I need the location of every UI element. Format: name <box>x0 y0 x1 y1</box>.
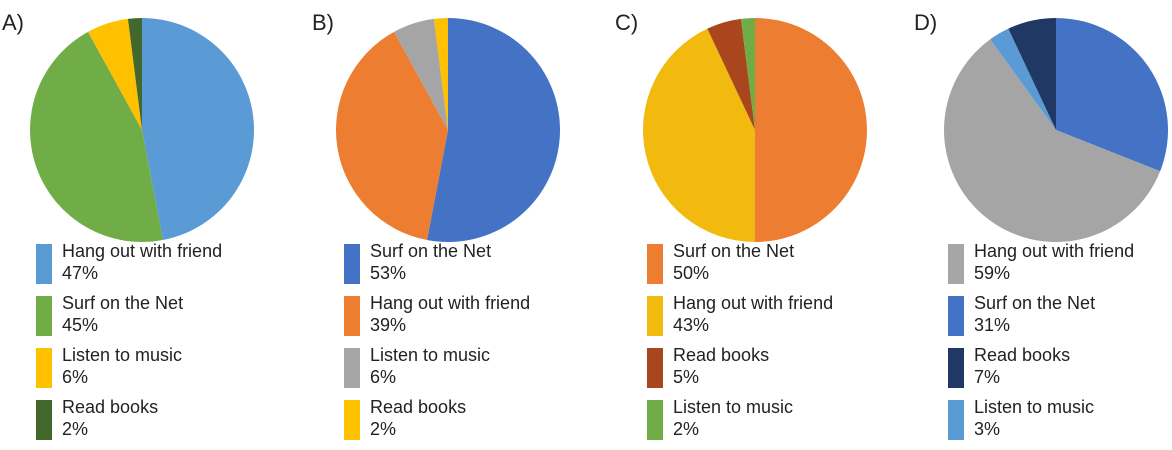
legend-label: Read books <box>974 345 1071 365</box>
legend-item-hang-out-with-friend: Hang out with friend 59% <box>948 240 1134 292</box>
legend-swatch <box>344 244 360 284</box>
pie-chart <box>943 18 1168 243</box>
panel-label: C) <box>615 10 639 35</box>
pie-slice-surf-on-the-net <box>427 18 560 243</box>
legend-swatch <box>948 296 964 336</box>
legend-item-read-books: Read books 2% <box>344 396 530 448</box>
pie-slice-listen-to-music <box>990 28 1056 130</box>
legend-percent: 50% <box>673 263 710 283</box>
legend-swatch <box>344 400 360 440</box>
legend-percent: 7% <box>974 367 1001 387</box>
chart-legend: Hang out with friend 59% Surf on the Net 31… <box>948 240 1134 448</box>
legend-item-read-books: Read books 2% <box>36 396 222 448</box>
legend-swatch <box>36 400 52 440</box>
legend-label: Hang out with friend <box>62 241 223 261</box>
pie-slice-hang-out-with-friend <box>943 39 1161 243</box>
pie-slice-hang-out-with-friend <box>335 31 448 241</box>
legend-percent: 2% <box>370 419 397 439</box>
pie-chart <box>335 18 560 243</box>
legend-percent: 2% <box>62 419 89 439</box>
legend-label: Surf on the Net <box>370 241 492 261</box>
legend-percent: 53% <box>370 263 407 283</box>
legend-swatch <box>36 296 52 336</box>
legend-percent: 3% <box>974 419 1001 439</box>
panel-label: A) <box>2 10 24 35</box>
pie-slice-hang-out-with-friend <box>142 18 255 241</box>
pie-panel-c: C) Surf on the Net 50% Hang out with frien… <box>615 0 875 450</box>
legend-label: Listen to music <box>370 345 491 365</box>
pie-slice-listen-to-music <box>740 18 755 130</box>
chart-legend: Hang out with friend 47% Surf on the Net 45… <box>36 240 222 448</box>
legend-label: Read books <box>673 345 770 365</box>
legend-label: Read books <box>62 397 159 417</box>
legend-percent: 5% <box>673 367 700 387</box>
legend-swatch <box>36 348 52 388</box>
pie-slice-surf-on-the-net <box>29 31 163 243</box>
pie-slice-hang-out-with-friend <box>642 28 755 243</box>
legend-percent: 39% <box>370 315 407 335</box>
legend-label: Hang out with friend <box>673 293 834 313</box>
panel-label: B) <box>312 10 334 35</box>
legend-swatch <box>948 244 964 284</box>
legend-swatch <box>647 296 663 336</box>
pie-slice-read-books <box>127 18 142 130</box>
legend-item-surf-on-the-net: Surf on the Net 50% <box>647 240 833 292</box>
legend-item-read-books: Read books 7% <box>948 344 1134 396</box>
legend-swatch <box>647 400 663 440</box>
legend-item-listen-to-music: Listen to music 6% <box>36 344 222 396</box>
legend-swatch <box>344 296 360 336</box>
legend-label: Listen to music <box>974 397 1095 417</box>
legend-swatch <box>344 348 360 388</box>
pie-slice-read-books <box>433 18 448 130</box>
legend-item-listen-to-music: Listen to music 3% <box>948 396 1134 448</box>
legend-percent: 6% <box>62 367 89 387</box>
pie-slice-read-books <box>1008 18 1056 130</box>
chart-legend: Surf on the Net 53% Hang out with friend 39… <box>344 240 530 448</box>
legend-label: Listen to music <box>673 397 794 417</box>
pie-panel-a: A) Hang out with friend 47% Surf on the Ne… <box>2 0 262 450</box>
legend-label: Surf on the Net <box>62 293 184 313</box>
legend-label: Read books <box>370 397 467 417</box>
legend-percent: 43% <box>673 315 710 335</box>
legend-swatch <box>948 400 964 440</box>
legend-item-surf-on-the-net: Surf on the Net 31% <box>948 292 1134 344</box>
legend-item-surf-on-the-net: Surf on the Net 53% <box>344 240 530 292</box>
legend-percent: 59% <box>974 263 1011 283</box>
legend-percent: 45% <box>62 315 99 335</box>
legend-item-hang-out-with-friend: Hang out with friend 47% <box>36 240 222 292</box>
legend-percent: 31% <box>974 315 1011 335</box>
legend-swatch <box>948 348 964 388</box>
legend-label: Surf on the Net <box>673 241 795 261</box>
legend-label: Surf on the Net <box>974 293 1096 313</box>
legend-label: Hang out with friend <box>370 293 531 313</box>
pie-panel-b: B) Surf on the Net 53% Hang out with frien… <box>312 0 572 450</box>
pie-slice-surf-on-the-net <box>1056 18 1168 172</box>
legend-item-listen-to-music: Listen to music 2% <box>647 396 833 448</box>
legend-percent: 47% <box>62 263 99 283</box>
legend-percent: 6% <box>370 367 397 387</box>
legend-swatch <box>647 244 663 284</box>
legend-swatch <box>36 244 52 284</box>
legend-item-read-books: Read books 5% <box>647 344 833 396</box>
legend-item-hang-out-with-friend: Hang out with friend 43% <box>647 292 833 344</box>
legend-label: Hang out with friend <box>974 241 1135 261</box>
chart-legend: Surf on the Net 50% Hang out with friend 43… <box>647 240 833 448</box>
legend-label: Listen to music <box>62 345 183 365</box>
legend-item-surf-on-the-net: Surf on the Net 45% <box>36 292 222 344</box>
panel-label: D) <box>914 10 938 35</box>
legend-item-listen-to-music: Listen to music 6% <box>344 344 530 396</box>
pie-slice-surf-on-the-net <box>755 18 867 242</box>
legend-percent: 2% <box>673 419 700 439</box>
pie-chart <box>29 18 255 243</box>
pie-chart <box>642 18 867 243</box>
pie-panel-d: D) Hang out with friend 59% Surf on the Ne… <box>914 0 1172 450</box>
pie-slice-listen-to-music <box>394 18 448 131</box>
legend-swatch <box>647 348 663 388</box>
pie-slice-listen-to-music <box>88 18 142 131</box>
pie-slice-read-books <box>707 18 755 131</box>
legend-item-hang-out-with-friend: Hang out with friend 39% <box>344 292 530 344</box>
